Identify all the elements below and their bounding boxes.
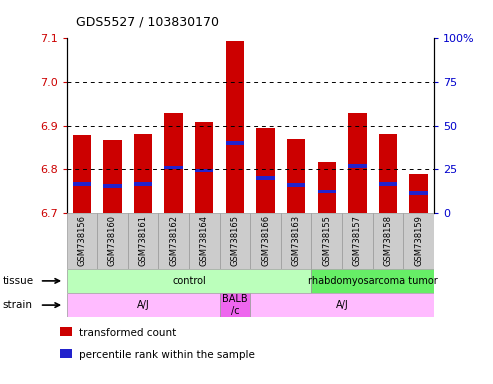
Text: transformed count: transformed count (79, 328, 176, 338)
Text: tissue: tissue (2, 276, 34, 286)
Text: percentile rank within the sample: percentile rank within the sample (79, 350, 255, 360)
Bar (67, 293, 219, 317)
Text: GSM738159: GSM738159 (414, 215, 423, 266)
Bar (134, 134, 152, 213)
Text: A/J: A/J (336, 300, 349, 310)
Text: control: control (172, 276, 206, 286)
Text: GSM738155: GSM738155 (322, 215, 331, 266)
Bar (256, 128, 275, 213)
Bar (72, 136, 91, 213)
Bar (67, 213, 97, 269)
Bar (195, 169, 213, 172)
Bar (195, 122, 213, 213)
Bar (281, 213, 312, 269)
Bar (312, 269, 434, 293)
Bar (317, 190, 336, 194)
Bar (134, 182, 152, 186)
Text: GSM738163: GSM738163 (291, 215, 301, 266)
Text: GSM738165: GSM738165 (230, 215, 240, 266)
Bar (317, 162, 336, 213)
Text: GSM738157: GSM738157 (353, 215, 362, 266)
Text: GSM738164: GSM738164 (200, 215, 209, 266)
Bar (342, 213, 373, 269)
Bar (97, 213, 128, 269)
Bar (128, 213, 158, 269)
Bar (189, 213, 219, 269)
Bar (165, 113, 183, 213)
Bar (409, 191, 428, 195)
Text: strain: strain (2, 300, 33, 310)
Bar (256, 176, 275, 180)
Bar (379, 134, 397, 213)
Bar (104, 184, 122, 188)
Bar (67, 269, 312, 293)
Bar (250, 293, 434, 317)
Bar (403, 213, 434, 269)
Bar (104, 140, 122, 213)
Text: GDS5527 / 103830170: GDS5527 / 103830170 (76, 16, 219, 29)
Text: BALB
/c: BALB /c (222, 294, 247, 316)
Bar (312, 213, 342, 269)
Bar (226, 41, 244, 213)
Text: GSM738161: GSM738161 (139, 215, 147, 266)
Text: GSM738166: GSM738166 (261, 215, 270, 266)
Bar (373, 213, 403, 269)
Bar (226, 141, 244, 146)
Bar (409, 174, 428, 213)
Bar (219, 213, 250, 269)
Bar (158, 213, 189, 269)
Bar (379, 182, 397, 186)
Text: rhabdomyosarcoma tumor: rhabdomyosarcoma tumor (308, 276, 437, 286)
Text: GSM738160: GSM738160 (108, 215, 117, 266)
Bar (165, 166, 183, 169)
Bar (287, 183, 305, 187)
Bar (348, 164, 366, 168)
Bar (348, 113, 366, 213)
Bar (72, 182, 91, 186)
Text: GSM738156: GSM738156 (77, 215, 86, 266)
Bar (287, 139, 305, 213)
Bar (60, 349, 72, 358)
Bar (60, 327, 72, 336)
Bar (250, 213, 281, 269)
Text: GSM738162: GSM738162 (169, 215, 178, 266)
Text: GSM738158: GSM738158 (384, 215, 392, 266)
Text: A/J: A/J (137, 300, 149, 310)
Bar (219, 293, 250, 317)
